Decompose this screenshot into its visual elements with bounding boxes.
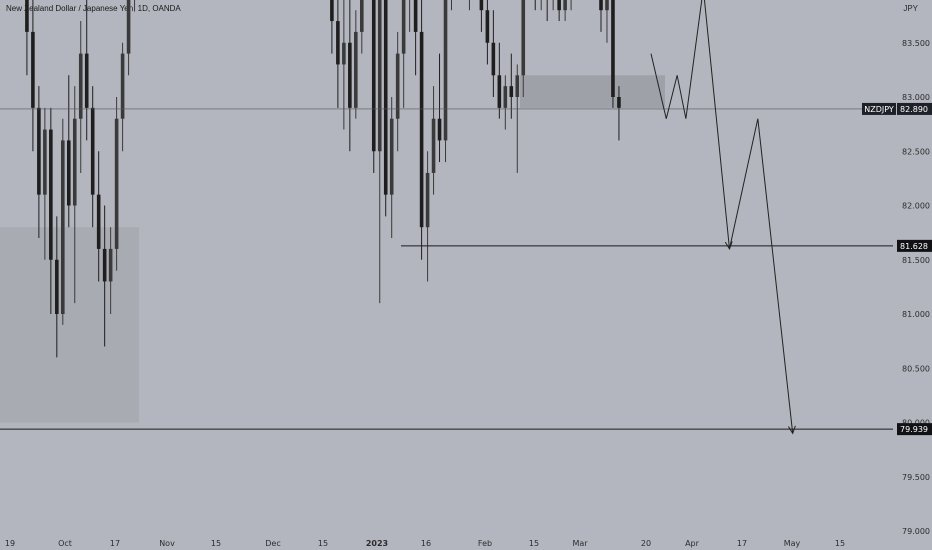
level-price-tag: 79.939 <box>900 425 928 434</box>
candle-body <box>90 107 95 195</box>
candle-body <box>126 0 131 54</box>
candle-body <box>78 53 83 119</box>
candle-body <box>515 75 520 97</box>
price-axis-tick: 82.500 <box>902 147 930 156</box>
candle-body <box>31 31 35 108</box>
candle-body <box>509 86 514 97</box>
candle-body <box>599 0 603 11</box>
candle-body <box>557 0 561 11</box>
chart-title: New Zealand Dollar / Japanese Yen, 1D, O… <box>6 4 181 13</box>
time-axis-tick: Dec <box>265 539 280 548</box>
candle-body <box>437 118 442 141</box>
price-axis-tick: 80.500 <box>902 364 930 373</box>
candle-body <box>413 0 418 32</box>
candle-body <box>102 248 107 282</box>
time-axis-tick: 16 <box>421 539 431 548</box>
candle-body <box>61 140 65 314</box>
level-price-tag-box <box>897 239 932 252</box>
candle-body <box>383 0 388 195</box>
price-axis-tick: 83.500 <box>902 39 930 48</box>
candle-body <box>342 42 346 65</box>
candle-body <box>521 0 526 76</box>
time-axis-tick: Feb <box>478 539 492 548</box>
projection-arrowhead <box>724 241 733 251</box>
level-price-tag: 81.628 <box>900 242 928 251</box>
candle-body <box>336 21 340 65</box>
time-axis-tick: Oct <box>58 539 72 548</box>
candle-body <box>371 0 376 152</box>
candle-body <box>25 0 29 32</box>
time-axis-tick: 15 <box>318 539 328 548</box>
candle-body <box>84 53 89 108</box>
time-axis-tick: 19 <box>5 539 15 548</box>
time-axis-tick: 2023 <box>366 539 388 548</box>
mid-zone <box>520 75 665 108</box>
candle-body <box>360 0 364 32</box>
candle-body <box>49 129 53 260</box>
time-axis-tick: 20 <box>641 539 651 548</box>
candle-body <box>354 31 358 108</box>
current-price-tag-box <box>897 102 932 115</box>
candle-body <box>485 10 490 43</box>
candle-body <box>389 118 394 195</box>
candle-body <box>108 248 113 282</box>
price-axis-tick: 81.500 <box>902 256 930 265</box>
price-axis-tick: 82.000 <box>902 202 930 211</box>
candle-body <box>114 118 119 249</box>
time-axis-tick: May <box>784 539 801 548</box>
candle-body <box>443 0 448 141</box>
candle-body <box>96 194 101 249</box>
projection-arrowhead <box>788 425 796 435</box>
time-axis-tick: Mar <box>572 539 588 548</box>
candle-body <box>66 140 71 206</box>
candle-body <box>563 0 567 11</box>
candle-body <box>491 42 496 76</box>
price-axis-tick: 79.000 <box>902 527 930 536</box>
price-axis-tick: 81.000 <box>902 310 930 319</box>
candle-body <box>401 0 406 54</box>
time-axis-tick: Nov <box>159 539 175 548</box>
candle-body <box>55 259 59 314</box>
time-axis-tick: 15 <box>835 539 845 548</box>
candle-body <box>497 75 502 108</box>
time-axis-tick: 15 <box>211 539 221 548</box>
price-axis-tick: 80.000 <box>902 419 930 428</box>
candle-body <box>43 129 47 195</box>
price-axis-currency: JPY <box>903 4 918 13</box>
candle-body <box>431 118 436 173</box>
projection-path <box>650 0 794 434</box>
candle-body <box>395 53 400 119</box>
candle-body <box>479 0 484 11</box>
demand-zone-left <box>0 227 139 423</box>
time-axis-tick: Apr <box>685 539 700 548</box>
candle-body <box>419 31 424 228</box>
price-axis-tick: 83.000 <box>902 93 930 102</box>
candle-body <box>611 0 615 98</box>
time-axis-tick: 15 <box>529 539 539 548</box>
candle-body <box>330 0 334 22</box>
candle-body <box>37 107 41 195</box>
price-axis-tick: 79.500 <box>902 473 930 482</box>
candle-body <box>120 53 125 119</box>
candle-body <box>617 97 621 108</box>
candle-body <box>348 42 352 108</box>
candle-body <box>503 86 508 108</box>
symbol-tag-box <box>862 102 896 115</box>
current-price-tag: 82.890 <box>900 105 928 114</box>
time-axis-tick: 17 <box>737 539 747 548</box>
level-price-tag-box <box>897 423 932 436</box>
candle-body <box>605 0 609 11</box>
candle-body <box>425 172 430 228</box>
candle-body <box>377 0 382 152</box>
symbol-tag: NZDJPY <box>864 105 894 114</box>
candle-body <box>72 118 77 206</box>
time-axis-tick: 17 <box>110 539 120 548</box>
